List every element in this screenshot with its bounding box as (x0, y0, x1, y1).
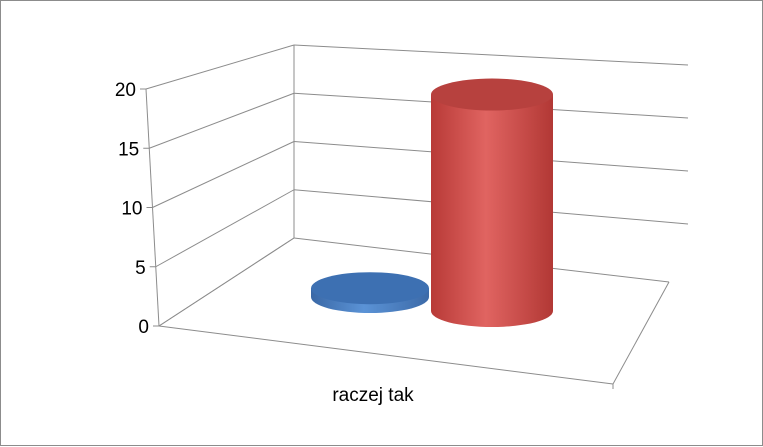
y-axis-tick-label: 10 (121, 199, 142, 220)
bar-cylinder (311, 272, 429, 313)
gridline-side (158, 237, 295, 327)
gridline-side (152, 141, 295, 208)
floor-right-edge (612, 281, 670, 385)
gridline-side (155, 189, 295, 268)
bar-top (311, 272, 429, 305)
bar-cylinder (431, 78, 553, 327)
y-axis-tick-label: 0 (138, 317, 149, 338)
bar-body (431, 94, 553, 327)
bar-top (431, 78, 553, 111)
y-axis-tick-label: 5 (135, 258, 146, 279)
gridline-side (145, 44, 295, 90)
floor-front-edge (158, 325, 614, 385)
y-axis-ticks (140, 88, 159, 327)
bars (311, 78, 553, 327)
x-axis-category-label: raczej tak (332, 385, 414, 406)
y-axis-tick-label: 20 (115, 80, 136, 101)
gridline-side (149, 92, 295, 149)
gridline-back (293, 44, 689, 66)
chart-walls (145, 45, 670, 389)
y-axis-tick-labels: 0 5 10 15 20 (115, 80, 149, 338)
y-axis-tick-label: 15 (118, 139, 139, 160)
